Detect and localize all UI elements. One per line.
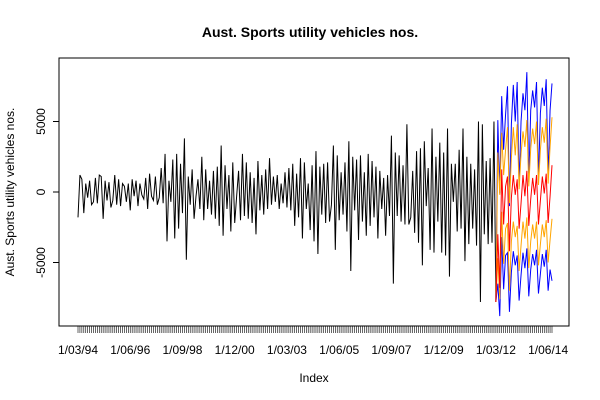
x-tick-label: 1/12/00: [215, 343, 255, 357]
x-tick-label: 1/06/14: [528, 343, 568, 357]
x-tick-label: 1/03/03: [267, 343, 307, 357]
x-tick-label: 1/06/05: [319, 343, 359, 357]
x-tick-label: 1/03/94: [58, 343, 98, 357]
series-line-forecast-upper-outer: [495, 72, 553, 302]
series-line-forecast-point: [495, 165, 553, 302]
x-tick-label: 1/06/96: [110, 343, 150, 357]
chart-title: Aust. Sports utility vehicles nos.: [202, 24, 418, 40]
y-tick-label: -5000: [34, 247, 48, 278]
x-axis-title: Index: [299, 371, 328, 385]
y-axis-title: Aust. Sports utility vehicles nos.: [3, 108, 17, 277]
x-tick-label: 1/03/12: [476, 343, 516, 357]
x-axis: 1/03/94 1/06/96 1/09/98 1/12/00 1/03/03 1/06/…: [58, 326, 568, 357]
x-tick-label: 1/09/98: [162, 343, 202, 357]
y-axis: 5000 0 -5000: [34, 108, 60, 278]
series-line-forecast-upper-inner: [495, 117, 553, 302]
y-tick-label: 0: [34, 188, 48, 195]
series-line-observed: [77, 121, 497, 302]
series-line-forecast-lower-inner: [495, 211, 553, 303]
series-layer: [77, 72, 553, 317]
y-tick-label: 5000: [34, 108, 48, 135]
series-line-forecast-lower-outer: [495, 237, 553, 317]
x-tick-label: 1/09/07: [371, 343, 411, 357]
x-tick-label: 1/12/09: [424, 343, 464, 357]
